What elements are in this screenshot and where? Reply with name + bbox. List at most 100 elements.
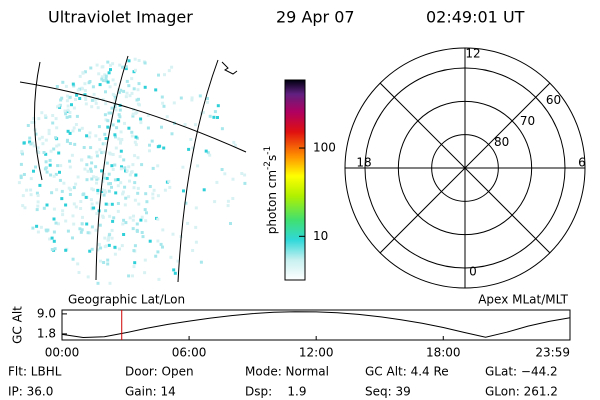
image-pixel — [172, 268, 176, 272]
image-pixel — [121, 192, 125, 196]
image-pixel — [81, 215, 84, 219]
image-pixel — [243, 173, 247, 177]
image-pixel — [140, 215, 144, 219]
image-pixel — [65, 115, 69, 119]
image-pixel — [116, 202, 120, 205]
image-pixel — [154, 254, 158, 258]
image-pixel — [130, 77, 134, 81]
image-pixel — [88, 135, 92, 139]
image-pixel — [170, 65, 174, 69]
image-pixel — [78, 97, 82, 100]
image-pixel — [107, 182, 111, 186]
image-pixel — [28, 136, 32, 140]
image-pixel — [50, 191, 54, 195]
image-pixel — [81, 71, 85, 75]
image-pixel — [133, 261, 137, 265]
altitude-line — [61, 311, 571, 339]
image-pixel — [215, 180, 219, 184]
image-pixel — [103, 132, 107, 136]
mlt-spoke — [379, 82, 466, 169]
image-pixel — [44, 138, 48, 142]
image-pixel — [191, 249, 195, 252]
image-pixel — [68, 95, 72, 99]
image-pixel — [144, 192, 148, 196]
image-pixel — [21, 204, 25, 208]
image-pixel — [120, 138, 124, 141]
image-pixel — [162, 146, 166, 150]
image-pixel — [102, 172, 106, 176]
image-pixel — [22, 141, 26, 145]
image-pixel — [216, 104, 220, 108]
image-pixel — [102, 193, 106, 197]
image-pixel — [104, 209, 108, 213]
image-pixel — [134, 143, 138, 147]
image-pixel — [110, 202, 114, 206]
image-pixel — [202, 110, 205, 114]
colorbar-tick-label: 10 — [313, 229, 328, 243]
image-pixel — [43, 167, 47, 171]
image-pixel — [63, 109, 67, 113]
image-pixel — [83, 82, 87, 86]
image-pixel — [58, 178, 62, 182]
image-pixel — [128, 173, 132, 177]
y-tick-label: 1.8 — [37, 326, 56, 340]
image-pixel — [139, 218, 143, 222]
image-pixel — [53, 247, 57, 251]
image-pixel — [83, 167, 87, 171]
image-pixel — [156, 164, 160, 168]
image-pixel — [79, 200, 83, 203]
image-pixel — [148, 143, 151, 147]
image-pixel — [59, 98, 63, 102]
image-pixel — [130, 134, 134, 138]
image-pixel — [61, 209, 65, 213]
image-pixel — [117, 113, 121, 117]
image-pixel — [98, 148, 102, 152]
image-pixel — [40, 111, 44, 115]
image-pixel — [111, 62, 115, 66]
image-pixel — [88, 131, 92, 135]
image-pixel — [128, 216, 132, 220]
image-pixel — [61, 80, 65, 84]
image-pixel — [111, 219, 115, 223]
image-pixel — [45, 203, 49, 207]
image-pixel — [38, 183, 42, 187]
image-pixel — [95, 177, 99, 181]
image-pixel — [35, 208, 39, 212]
image-pixel — [137, 202, 141, 206]
image-pixel — [112, 216, 116, 220]
image-pixel — [198, 94, 202, 98]
image-pixel — [128, 94, 132, 98]
image-pixel — [96, 248, 100, 252]
image-pixel — [171, 232, 175, 236]
image-pixel — [130, 91, 134, 95]
image-pixel — [90, 187, 94, 191]
image-pixel — [52, 174, 56, 178]
image-pixel — [143, 85, 147, 89]
image-pixel — [156, 145, 160, 149]
image-pixel — [103, 142, 107, 146]
image-pixel — [170, 132, 174, 136]
image-pixel — [36, 146, 40, 150]
image-pixel — [64, 203, 68, 207]
image-pixel — [62, 181, 66, 185]
image-pixel — [68, 193, 72, 196]
image-pixel — [135, 98, 139, 102]
image-pixel — [101, 142, 105, 146]
image-pixel — [87, 155, 91, 159]
panel-label: Apex MLat/MLT — [478, 293, 568, 307]
image-pixel — [86, 231, 90, 235]
image-pixel — [52, 230, 56, 234]
image-pixel — [120, 165, 123, 169]
image-pixel — [101, 98, 105, 102]
image-pixel — [196, 164, 200, 168]
image-pixel — [61, 213, 65, 217]
image-pixel — [104, 137, 108, 140]
image-pixel — [83, 93, 87, 97]
image-pixel — [72, 106, 76, 110]
image-pixel — [143, 271, 147, 275]
image-pixel — [119, 167, 123, 171]
image-pixel — [85, 134, 89, 138]
image-pixel — [21, 194, 25, 198]
image-pixel — [31, 141, 35, 145]
image-pixel — [103, 189, 107, 193]
